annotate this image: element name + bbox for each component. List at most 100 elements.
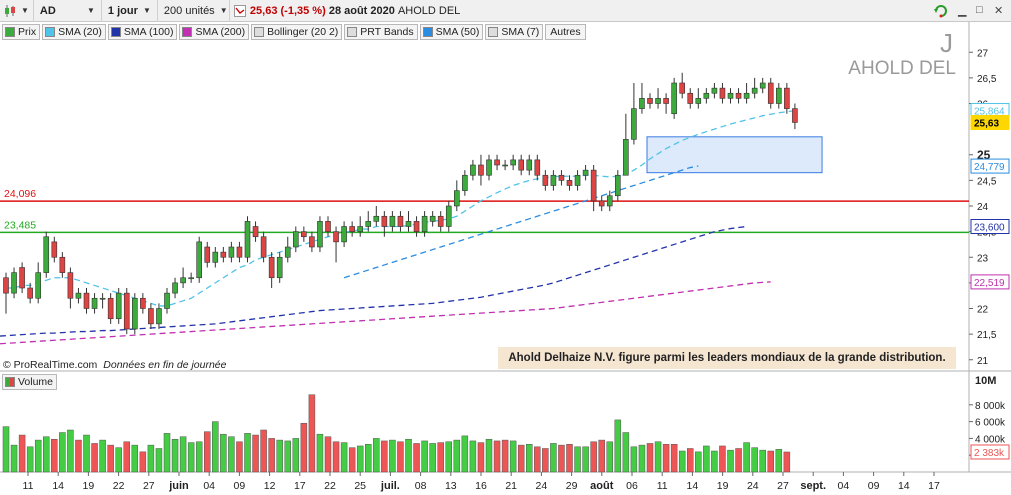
price-tick-label: 26,5 [977, 74, 997, 85]
candle-body [743, 92, 750, 99]
candle-body [590, 169, 597, 202]
volume-bar [695, 451, 702, 473]
legend-bollinger[interactable]: Bollinger (20 2) [251, 24, 343, 40]
last-value-tag [970, 114, 1010, 130]
ticker-selector[interactable]: AD ▼ [34, 0, 102, 22]
candle-body [671, 82, 677, 115]
volume-bar [115, 447, 122, 473]
time-tick-label: 17 [294, 480, 306, 492]
time-tick-label: 06 [626, 480, 638, 492]
time-tick-label: 24 [747, 480, 759, 492]
candle-body [75, 292, 82, 299]
chart-type-button[interactable]: ▼ [0, 0, 34, 22]
refresh-icon[interactable] [933, 3, 949, 22]
candle-body [462, 174, 468, 191]
volume-bar [83, 434, 90, 473]
candle-body [260, 236, 267, 258]
time-tick-label: 13 [445, 480, 457, 492]
candle-body [228, 246, 235, 258]
legend-swatch [422, 27, 433, 37]
candle-body [236, 246, 243, 258]
legend-sma7[interactable]: SMA (7) [485, 24, 544, 40]
candle-body [357, 226, 364, 232]
volume-bar [461, 435, 469, 473]
candle-body [486, 159, 492, 176]
legend-volume[interactable]: Volume [2, 374, 58, 390]
candle-body [91, 297, 98, 309]
legend-sma20[interactable]: SMA (20) [42, 24, 106, 40]
volume-bar [405, 438, 412, 473]
candle-body [574, 174, 581, 186]
time-tick-label: 11 [657, 480, 668, 492]
candle-body [478, 164, 484, 176]
time-tick-label: 29 [566, 480, 578, 492]
volume-bar [179, 436, 187, 473]
time-tick-label: 19 [717, 480, 729, 492]
last-value-label: 22,519 [974, 278, 1005, 289]
price-tick-label: 23 [977, 253, 989, 264]
candle-body [719, 87, 726, 99]
volume-bar [678, 450, 686, 473]
volume-bar [558, 444, 565, 473]
candle-body [631, 108, 637, 140]
sma50-line [343, 165, 699, 279]
units-selector[interactable]: 200 unités ▼ [158, 0, 230, 22]
volume-bar [687, 448, 694, 473]
legend-sma50[interactable]: SMA (50) [419, 24, 484, 40]
volume-bar [59, 432, 66, 473]
price-tick-label: 21,5 [977, 330, 997, 341]
volume-bar [316, 433, 324, 473]
candle-body [43, 236, 50, 273]
candle-body [518, 159, 525, 171]
volume-bar [421, 440, 428, 473]
last-value-label: 24,779 [974, 162, 1005, 173]
volume-bar [292, 438, 300, 473]
maximize-icon[interactable]: □ [976, 4, 983, 16]
volume-bar [163, 433, 171, 473]
interval-selector[interactable]: 1 jour ▼ [102, 0, 158, 22]
minimize-icon[interactable]: ▁ [958, 5, 967, 17]
candle-body [413, 221, 420, 232]
candle-body [132, 297, 138, 330]
candle-body [373, 215, 380, 222]
legend-sma100[interactable]: SMA (100) [107, 24, 178, 40]
candle-body [534, 159, 541, 176]
volume-bar [171, 438, 179, 473]
legend-prix[interactable]: Prix [2, 24, 41, 40]
legend-sma200[interactable]: SMA (200) [179, 24, 250, 40]
chevron-down-icon: ▼ [143, 6, 151, 15]
copyright: © ProRealTime.com Données en fin de journ… [3, 359, 227, 371]
volume-scale-label: 10M [975, 375, 996, 387]
volume-bar [453, 439, 461, 473]
time-tick-label: 12 [264, 480, 276, 492]
candle-body [172, 282, 178, 294]
time-tick-label: 14 [687, 480, 699, 492]
candle-body [3, 277, 9, 294]
candle-body [775, 87, 782, 104]
close-icon[interactable]: ✕ [994, 5, 1004, 17]
volume-bar [598, 439, 605, 473]
volume-bar [630, 446, 638, 473]
candle-body [11, 272, 17, 294]
legend-prt-bands[interactable]: PRT Bands [344, 24, 418, 40]
volume-bar [51, 438, 58, 473]
time-tick-label: août [590, 480, 614, 492]
candle-body [148, 308, 154, 325]
volume-bar [356, 445, 364, 473]
legend-autres[interactable]: Autres [545, 24, 586, 40]
legend-swatch [110, 27, 121, 37]
volume-bar [155, 448, 163, 473]
chart-letter: J [940, 28, 953, 58]
volume-bar [526, 444, 533, 473]
candle-body [83, 292, 90, 309]
price-tick-label: 22 [977, 305, 989, 316]
candle-body [558, 174, 565, 181]
time-tick-label: 25 [354, 480, 366, 492]
candle-body [711, 87, 718, 94]
time-tick-label: 11 [23, 480, 34, 492]
time-tick-label: 27 [143, 480, 155, 492]
instrument-name: AHOLD DEL [397, 4, 461, 17]
candle-body [639, 98, 645, 109]
candle-body [566, 180, 573, 186]
